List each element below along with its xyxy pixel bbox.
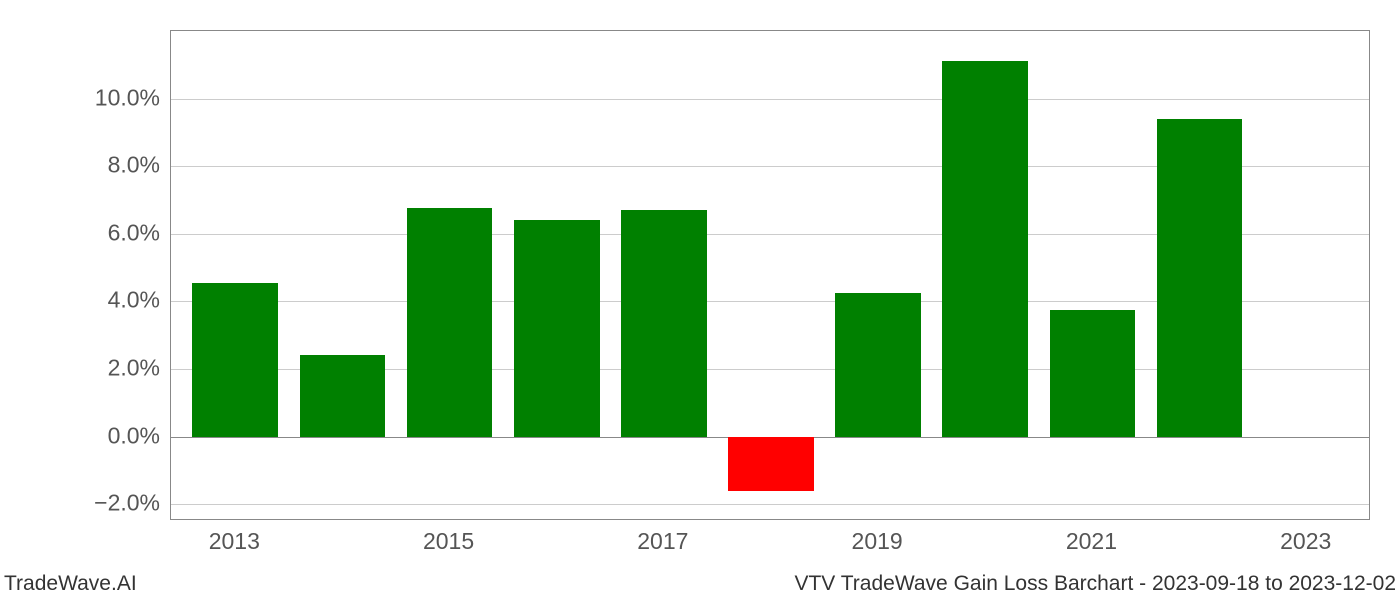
bar [514, 220, 600, 436]
x-tick-label: 2019 [852, 528, 903, 555]
chart-plot-area [170, 30, 1370, 520]
bars-layer [171, 31, 1369, 519]
gridline [171, 99, 1369, 100]
bar [407, 208, 493, 436]
bar [835, 293, 921, 437]
y-tick-label: 6.0% [60, 219, 160, 246]
y-tick-label: 0.0% [60, 422, 160, 449]
y-tick-label: −2.0% [60, 490, 160, 517]
bar [192, 283, 278, 437]
y-tick-label: 10.0% [60, 84, 160, 111]
x-tick-label: 2017 [637, 528, 688, 555]
x-tick-label: 2021 [1066, 528, 1117, 555]
gridline [171, 504, 1369, 505]
bar [942, 61, 1028, 436]
x-tick-label: 2023 [1280, 528, 1331, 555]
bar [1050, 310, 1136, 437]
x-tick-label: 2015 [423, 528, 474, 555]
bar [1157, 119, 1243, 437]
y-tick-label: 4.0% [60, 287, 160, 314]
footer-brand: TradeWave.AI [4, 572, 137, 596]
x-tick-label: 2013 [209, 528, 260, 555]
footer-title: VTV TradeWave Gain Loss Barchart - 2023-… [794, 572, 1396, 596]
bar [300, 355, 386, 436]
y-tick-label: 8.0% [60, 152, 160, 179]
bar [621, 210, 707, 436]
bar [728, 437, 814, 491]
y-tick-label: 2.0% [60, 354, 160, 381]
